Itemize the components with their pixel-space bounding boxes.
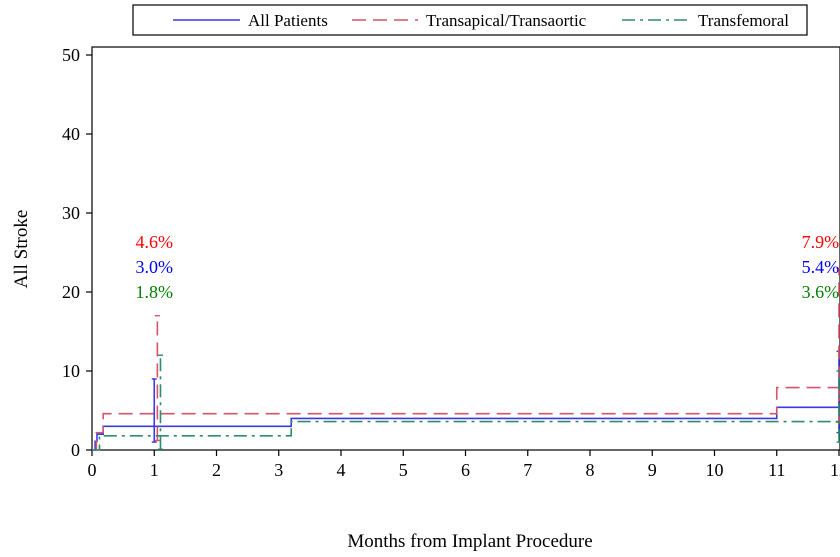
annotation-value: 7.9% (802, 232, 840, 252)
legend-label: Transapical/Transaortic (426, 11, 587, 30)
axis-ticks: 012345678910111201020304050 (62, 45, 840, 480)
legend-box (132, 4, 808, 36)
x-tick-label: 12 (830, 460, 840, 480)
x-axis-title: Months from Implant Procedure (347, 531, 592, 552)
series-layer (92, 267, 840, 451)
y-tick-label: 30 (62, 203, 80, 223)
y-tick-label: 0 (71, 440, 80, 460)
x-tick-label: 3 (274, 460, 283, 480)
x-tick-label: 5 (399, 460, 408, 480)
series-line-1 (92, 386, 839, 451)
y-tick-label: 10 (62, 361, 80, 381)
x-tick-label: 6 (461, 460, 470, 480)
legend-label: Transfemoral (698, 11, 789, 30)
x-tick-label: 1 (150, 460, 159, 480)
y-axis-title: All Stroke (11, 210, 32, 289)
annotation-value: 5.4% (802, 257, 840, 277)
plot-frame (91, 46, 840, 451)
annotation-value: 4.6% (136, 232, 174, 252)
x-tick-label: 4 (337, 460, 346, 480)
annotation-value: 3.0% (136, 257, 174, 277)
x-tick-label: 7 (523, 460, 532, 480)
legend-label: All Patients (248, 11, 328, 30)
y-tick-label: 20 (62, 282, 80, 302)
annotation-value: 3.6% (802, 282, 840, 302)
x-tick-label: 11 (768, 460, 785, 480)
x-tick-label: 8 (586, 460, 595, 480)
annotations: 4.6% 3.0% 1.8% 7.9% 5.4% 3.6% (136, 232, 840, 302)
y-tick-label: 40 (62, 124, 80, 144)
x-tick-label: 0 (88, 460, 97, 480)
x-tick-label: 9 (648, 460, 657, 480)
series-line-2 (92, 420, 839, 451)
annotation-value: 1.8% (136, 282, 174, 302)
legend: All Patients Transapical/Transaortic Trans… (173, 11, 789, 30)
x-tick-label: 10 (706, 460, 724, 480)
x-tick-label: 2 (212, 460, 221, 480)
y-tick-label: 50 (62, 45, 80, 65)
